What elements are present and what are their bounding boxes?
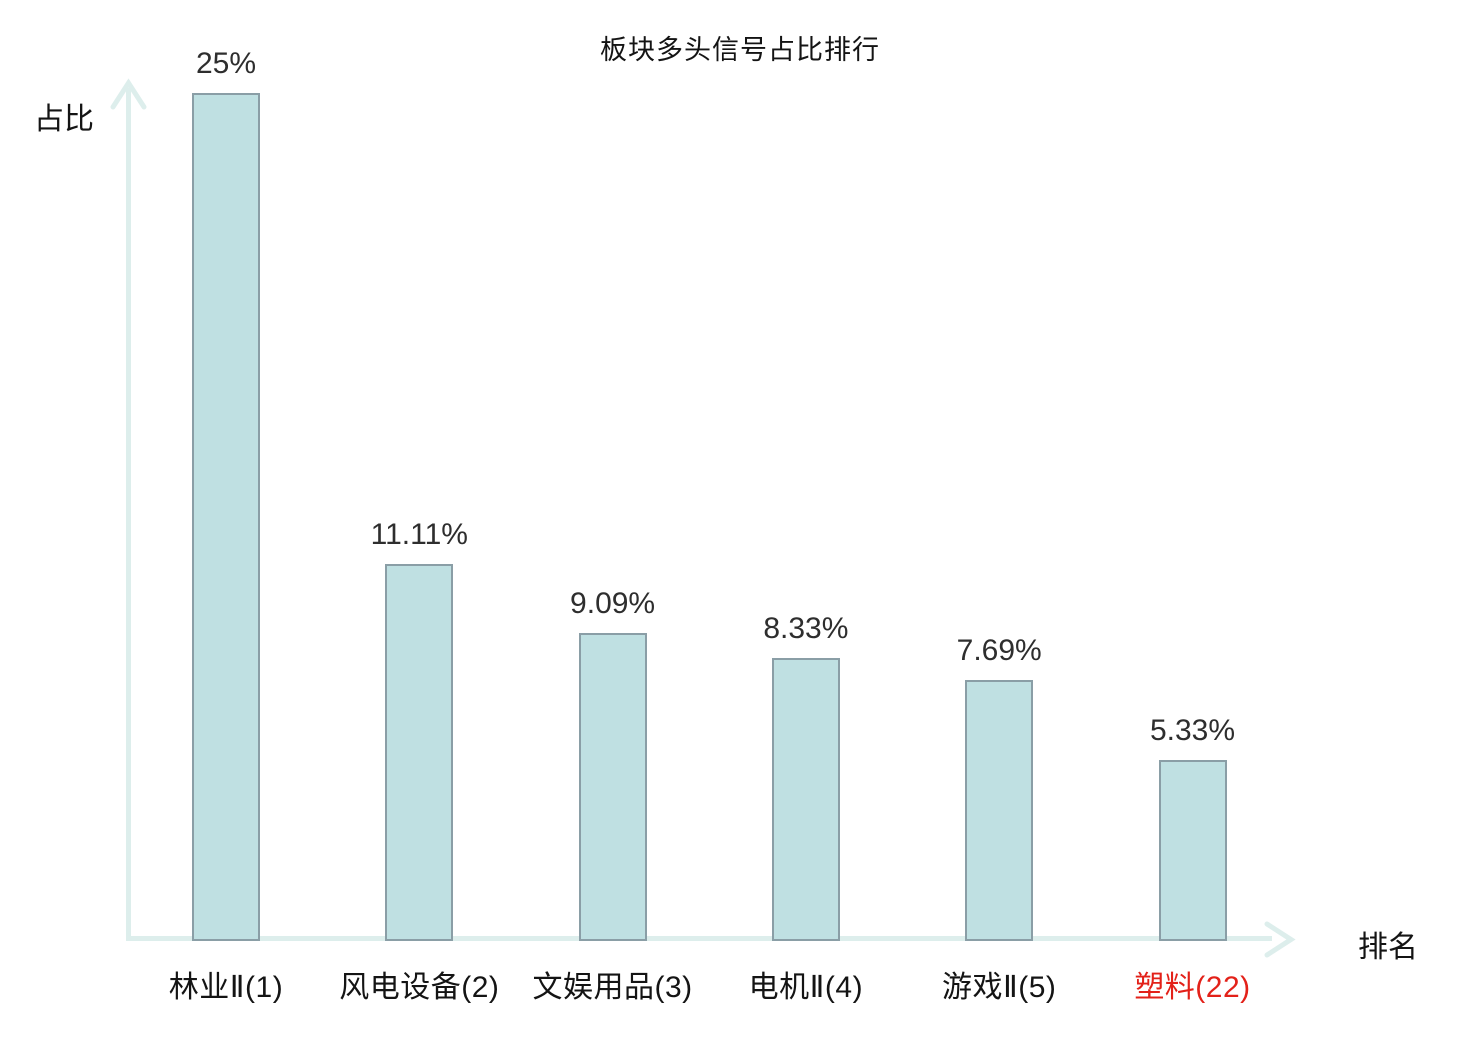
bar bbox=[578, 633, 647, 941]
category-label: 塑料(22) bbox=[1134, 971, 1251, 1004]
bar bbox=[771, 658, 840, 941]
x-axis-arrow-icon bbox=[1264, 921, 1296, 958]
bar-value-label: 7.69% bbox=[956, 634, 1042, 667]
bar bbox=[1158, 760, 1227, 941]
bar-value-label: 9.09% bbox=[570, 587, 656, 620]
bar-value-label: 8.33% bbox=[763, 612, 849, 645]
x-axis-label: 排名 bbox=[1358, 931, 1418, 964]
bar-value-label: 11.11% bbox=[370, 518, 468, 551]
bar bbox=[192, 93, 260, 941]
category-label: 林业Ⅱ(1) bbox=[168, 971, 284, 1004]
category-label: 游戏Ⅱ(5) bbox=[941, 971, 1057, 1004]
category-label: 风电设备(2) bbox=[339, 971, 500, 1004]
chart-title: 板块多头信号占比排行 bbox=[600, 35, 880, 65]
y-axis-line bbox=[126, 88, 131, 941]
category-label: 文娱用品(3) bbox=[532, 971, 693, 1004]
bar bbox=[965, 680, 1034, 941]
bar bbox=[385, 564, 454, 941]
bar-value-label: 5.33% bbox=[1149, 714, 1236, 747]
y-axis-arrow-icon bbox=[110, 78, 147, 110]
x-axis-line bbox=[126, 936, 1272, 941]
bar-value-label: 25% bbox=[195, 47, 257, 80]
y-axis-label: 占比 bbox=[34, 103, 94, 136]
category-label: 电机Ⅱ(4) bbox=[748, 971, 864, 1004]
